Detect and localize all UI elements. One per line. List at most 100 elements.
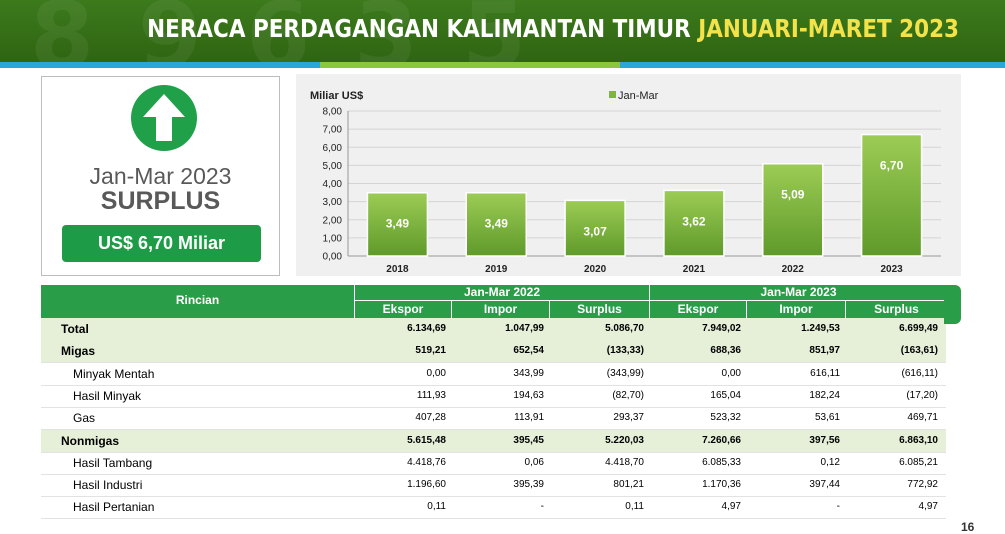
row-value-surplus: 6.085,21 [899,456,938,468]
table-row: Total 6.134,69 1.047,99 5.086,70 7.949,02 1.2… [41,318,946,341]
row-value-impor: 652,54 [513,345,544,357]
bar-value-label: 6,70 [880,159,904,173]
row-value-surplus: 5.220,03 [605,434,644,446]
summary-period: Jan-Mar 2023 [89,163,232,189]
row-label: Hasil Tambang [73,455,153,470]
y-axis-label: Miliar US$ [310,90,363,102]
page-number: 16 [961,520,975,534]
bar-value-label: 3,62 [682,214,706,228]
row-label: Hasil Minyak [73,388,142,403]
row-value-surplus: 4,97 [918,501,938,513]
header-group-2022: Jan-Mar 2022 [354,285,649,300]
table-row: Nonmigas 5.615,48 395,45 5.220,03 7.260,66 39… [41,429,946,453]
row-value-ekspor: 165,04 [710,389,741,401]
row-label: Hasil Pertanian [73,500,155,515]
table-header: Rincian Jan-Mar 2022 Jan-Mar 2023 Ekspor… [41,285,961,318]
row-label: Migas [61,344,96,359]
row-value-surplus: (82,70) [612,389,644,401]
row-value-ekspor: 4.418,76 [407,456,446,468]
x-tick-label: 2019 [485,264,508,275]
row-value-ekspor: 0,11 [427,501,446,513]
page-header: 8 9 6 3 5 NERACA PERDAGANGAN KALIMANTAN … [0,0,1005,62]
row-value-ekspor: 111,93 [416,389,446,401]
row-value-ekspor: 5.615,48 [407,434,446,446]
bar-2022 [762,162,824,257]
row-value-ekspor: 519,21 [415,345,446,357]
row-value-ekspor: 523,32 [710,412,741,424]
table-row: Migas 519,21 652,54 (133,33) 688,36 851,97 (16… [41,340,946,364]
up-arrow-icon [131,85,197,151]
row-value-impor: 0,12 [820,456,840,468]
table-row: Hasil Tambang 4.418,76 0,06 4.418,70 6.085,3… [41,452,946,475]
y-tick-label: 3,00 [323,197,343,208]
row-value-surplus: (17,20) [906,389,938,401]
x-tick-label: 2023 [880,264,903,275]
y-tick-label: 6,00 [323,143,343,154]
row-value-ekspor: 1.170,36 [702,479,741,491]
y-tick-label: 2,00 [323,215,343,226]
x-tick-label: 2018 [386,264,409,275]
row-value-ekspor: 7.260,66 [702,434,741,446]
row-value-ekspor: 6.134,69 [407,323,446,334]
row-value-surplus: 5.086,70 [605,323,644,334]
row-label: Hasil Industri [73,478,143,493]
bar-2019 [465,191,527,257]
row-label: Gas [73,411,96,426]
table-row: Hasil Minyak 111,93 194,63 (82,70) 165,04 182… [41,385,946,408]
row-value-surplus: (616,11) [901,367,938,379]
row-value-impor: 194,63 [513,389,544,401]
x-tick-label: 2022 [782,264,805,275]
page-title: NERACA PERDAGANGAN KALIMANTAN TIMUR JANU… [147,14,959,43]
row-value-ekspor: 407,28 [415,412,446,424]
row-value-impor: 53,61 [814,412,840,424]
row-value-ekspor: 0,00 [721,367,741,379]
title-main: NERACA PERDAGANGAN KALIMANTAN TIMUR [147,14,691,43]
row-value-impor: - [540,501,544,513]
header-surplus-2023: Surplus [845,301,947,318]
bar-value-label: 5,09 [781,188,805,202]
bar-2018 [366,191,429,257]
bar-value-label: 3,07 [583,224,607,238]
row-value-surplus: (133,33) [606,345,644,357]
x-tick-label: 2021 [683,264,706,275]
row-value-ekspor: 0,00 [426,367,446,379]
row-value-surplus: 293,37 [613,412,644,424]
legend-swatch [609,91,616,98]
row-value-surplus: 6.863,10 [899,434,938,446]
header-impor-2023: Impor [746,301,845,318]
table-row: Hasil Industri 1.196,60 395,39 801,21 1.170,… [41,474,946,498]
header-stripe [0,62,1005,68]
bar-2023 [860,133,923,257]
row-value-surplus: 469,71 [907,412,938,424]
y-tick-label: 5,00 [323,161,343,172]
row-value-impor: 395,45 [513,434,544,446]
row-value-surplus: 772,92 [907,479,938,491]
bar-2020 [564,199,626,257]
header-ekspor-2022: Ekspor [354,301,451,318]
bar-value-label: 3,49 [386,217,410,231]
row-label: Minyak Mentah [73,366,155,381]
row-label: Nonmigas [61,433,120,448]
legend-label: Jan-Mar [618,90,659,102]
y-tick-label: 8,00 [323,107,343,118]
row-value-surplus: (343,99) [606,367,644,379]
row-value-surplus: (163,61) [900,345,938,357]
row-value-ekspor: 6.085,33 [702,456,741,468]
row-value-impor: 616,11 [810,367,840,379]
row-value-surplus: 6.699,49 [899,323,938,334]
header-rincian: Rincian [41,285,354,318]
trade-balance-chart: Miliar US$ Jan-Mar 0,00 1,00 2,00 3,00 4,00 5,0… [296,74,961,276]
y-tick-label: 4,00 [323,179,343,190]
title-highlight: JANUARI-MARET 2023 [698,14,959,43]
row-value-impor: 397,44 [809,479,840,491]
row-value-impor: 0,06 [524,456,544,468]
table-row: Gas 407,28 113,91 293,37 523,32 53,61 469,71 [41,407,946,431]
summary-status: SURPLUS [100,187,221,215]
row-value-impor: 1.047,99 [505,323,544,334]
row-value-surplus: 801,21 [613,479,644,491]
bar-2021 [663,189,725,257]
y-tick-label: 0,00 [323,252,343,263]
row-value-impor: 851,97 [809,345,840,357]
bar-chart-svg: Miliar US$ Jan-Mar 0,00 1,00 2,00 3,00 4,00 5,0… [310,90,941,275]
y-tick-label: 1,00 [323,233,343,244]
